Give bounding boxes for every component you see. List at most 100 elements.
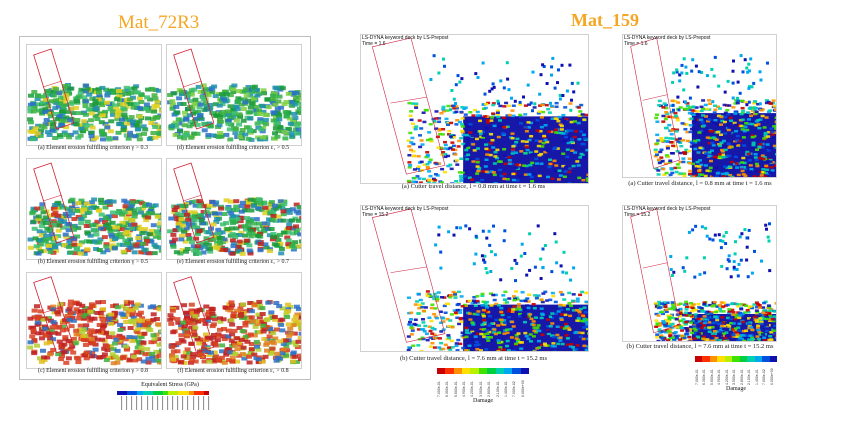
colorbar-swatch xyxy=(193,391,199,395)
right-sim-a2 xyxy=(622,34,777,178)
colorbar-tick-label: 6.300e-01 xyxy=(702,369,707,385)
colorbar-tick-label: 3.500e-01 xyxy=(732,369,737,385)
deck-label-a2: LS-DYNA keyword deck by LS-Prepost xyxy=(624,35,711,41)
colorbar-swatch xyxy=(132,391,138,395)
colorbar-tick-label: 2.100e-01 xyxy=(747,369,752,385)
left-caption-b: (b) Element erosion fulfilling criterion… xyxy=(37,259,149,265)
colorbar-swatch xyxy=(695,356,703,362)
colorbar-swatch xyxy=(203,391,209,395)
right-colorbar-1 xyxy=(437,368,529,374)
colorbar-swatch xyxy=(478,368,488,374)
colorbar-swatch xyxy=(520,368,529,374)
right-sim-a1 xyxy=(360,34,589,184)
right-figure-title: Mat_159 xyxy=(571,10,639,30)
deck-label-b2: LS-DYNA keyword deck by LS-Prepost xyxy=(624,206,711,212)
time-b2: Time = 15.2 xyxy=(624,212,651,218)
colorbar-tick-label: 4.200e-01 xyxy=(470,381,475,397)
time-a2: Time = 1.6 xyxy=(624,41,648,47)
right-sim-b2 xyxy=(622,205,777,342)
colorbar-tick-label: 0.000e+00 xyxy=(769,368,774,385)
right-colorbar-2 xyxy=(695,356,777,362)
left-sim-d xyxy=(166,44,302,146)
colorbar-swatch xyxy=(487,368,496,374)
colorbar-swatch xyxy=(157,391,163,395)
right-caption-b1: (b) Cutter travel distance, l = 7.6 mm a… xyxy=(399,355,548,362)
colorbar-tick-label: 4.900e-01 xyxy=(717,369,722,385)
colorbar-swatch xyxy=(162,391,169,395)
colorbar-swatch xyxy=(512,368,521,374)
colorbar-tick-label: 0.000e+00 xyxy=(520,380,525,397)
colorbar-tick xyxy=(203,396,209,410)
colorbar-tick-label: 2.100e-01 xyxy=(495,381,500,397)
colorbar-swatch xyxy=(495,368,504,374)
colorbar-tick xyxy=(193,396,199,410)
colorbar-swatch xyxy=(152,391,158,395)
left-caption-d: (d) Element erosion fulfilling criterion… xyxy=(176,145,290,151)
left-sim-a xyxy=(26,44,162,146)
deck-label-b1: LS-DYNA keyword deck by LS-Prepost xyxy=(362,206,449,212)
right-colorbar-1-ticks: 7.000e-01 6.300e-01 5.600e-01 4.900e-01 4.20… xyxy=(437,375,529,397)
colorbar-swatch xyxy=(762,356,770,362)
colorbar-swatch xyxy=(188,391,194,395)
colorbar-swatch xyxy=(168,391,174,395)
right-caption-b2: (b) Cutter travel distance, l = 7.6 mm a… xyxy=(626,343,774,350)
right-caption-a1: (a) Cutter travel distance, l = 0.8 mm a… xyxy=(401,183,546,190)
right-colorbar-2-ticks: 7.000e-01 6.300e-01 5.600e-01 4.900e-01 4.20… xyxy=(695,363,777,385)
left-colorbar-title: Equivalent Stress (GPa) xyxy=(141,382,199,388)
colorbar-tick-label: 2.800e-01 xyxy=(487,381,492,397)
colorbar-swatch xyxy=(739,356,748,362)
colorbar-tick-label: 7.000e-02 xyxy=(762,369,767,385)
colorbar-swatch xyxy=(453,368,463,374)
colorbar-swatch xyxy=(178,391,184,395)
right-colorbar-1-title: Damage xyxy=(473,398,493,403)
time-a1: Time = 1.6 xyxy=(362,41,386,47)
colorbar-swatch xyxy=(122,391,128,395)
colorbar-tick-label: 5.600e-01 xyxy=(453,381,458,397)
left-figure-title: Mat_72R3 xyxy=(118,12,200,33)
left-colorbar xyxy=(117,391,209,395)
colorbar-swatch xyxy=(769,356,777,362)
left-caption-a: (a) Element erosion fulfilling criterion… xyxy=(37,145,148,151)
colorbar-swatch xyxy=(747,356,755,362)
time-b1: Time = 15.2 xyxy=(362,212,389,218)
colorbar-tick-label: 7.000e-02 xyxy=(512,381,517,397)
right-colorbar-2-title: Damage xyxy=(726,386,746,392)
colorbar-tick-label: 3.500e-01 xyxy=(478,381,483,397)
colorbar-swatch xyxy=(724,356,733,362)
colorbar-swatch xyxy=(117,391,123,395)
colorbar-swatch xyxy=(702,356,710,362)
colorbar-swatch xyxy=(437,368,446,374)
colorbar-tick xyxy=(142,396,148,410)
colorbar-swatch xyxy=(732,356,740,362)
colorbar-tick-label: 1.400e-01 xyxy=(754,369,759,385)
right-sim-b1 xyxy=(360,205,589,352)
colorbar-swatch xyxy=(717,356,725,362)
colorbar-swatch xyxy=(183,391,189,395)
colorbar-swatch xyxy=(445,368,454,374)
colorbar-swatch xyxy=(709,356,718,362)
colorbar-tick-label: 1.400e-01 xyxy=(503,381,508,397)
colorbar-swatch xyxy=(198,391,204,395)
colorbar-swatch xyxy=(754,356,763,362)
colorbar-swatch xyxy=(127,391,133,395)
colorbar-tick xyxy=(183,396,189,410)
left-sim-f xyxy=(166,272,302,369)
deck-label-a1: LS-DYNA keyword deck by LS-Prepost xyxy=(362,35,449,41)
colorbar-tick-label: 6.300e-01 xyxy=(445,381,450,397)
colorbar-swatch xyxy=(137,391,143,395)
right-caption-a2: (a) Cutter travel distance, l = 0.8 mm a… xyxy=(628,180,772,187)
colorbar-swatch xyxy=(142,391,148,395)
colorbar-swatch xyxy=(462,368,471,374)
left-sim-b xyxy=(26,158,162,260)
left-sim-e xyxy=(166,158,302,260)
left-caption-c: (c) Element erosion fulfilling criterion… xyxy=(37,368,148,374)
colorbar-swatch xyxy=(173,391,179,395)
left-caption-e: (e) Element erosion fulfilling criterion… xyxy=(177,259,289,265)
colorbar-tick xyxy=(188,396,194,410)
left-sim-c xyxy=(26,272,162,369)
left-colorbar-ticks xyxy=(117,396,209,410)
left-caption-f: (f) Element erosion fulfilling criterion… xyxy=(177,368,289,374)
colorbar-tick xyxy=(137,396,143,410)
colorbar-swatch xyxy=(503,368,513,374)
colorbar-swatch xyxy=(470,368,479,374)
